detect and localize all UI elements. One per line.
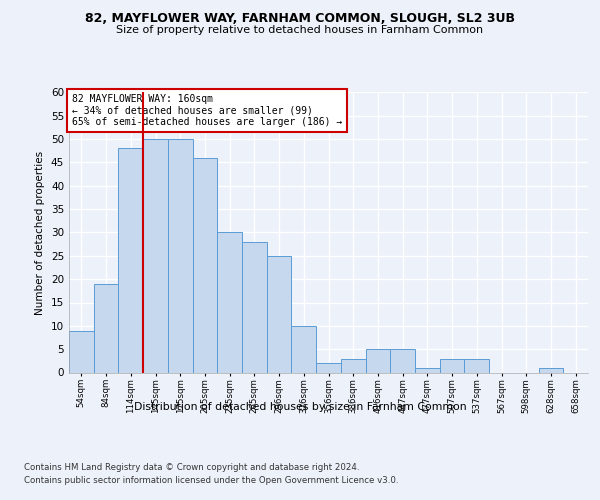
Bar	[94, 284, 118, 372]
Bar	[118, 148, 143, 372]
Bar	[316, 363, 341, 372]
Text: Contains public sector information licensed under the Open Government Licence v3: Contains public sector information licen…	[24, 476, 398, 485]
Text: 82 MAYFLOWER WAY: 160sqm
← 34% of detached houses are smaller (99)
65% of semi-d: 82 MAYFLOWER WAY: 160sqm ← 34% of detach…	[71, 94, 342, 127]
Bar	[440, 358, 464, 372]
Bar	[365, 349, 390, 372]
Bar	[217, 232, 242, 372]
Bar	[341, 358, 365, 372]
Bar	[464, 358, 489, 372]
Bar	[267, 256, 292, 372]
Text: Distribution of detached houses by size in Farnham Common: Distribution of detached houses by size …	[134, 402, 466, 412]
Text: Size of property relative to detached houses in Farnham Common: Size of property relative to detached ho…	[116, 25, 484, 35]
Text: 82, MAYFLOWER WAY, FARNHAM COMMON, SLOUGH, SL2 3UB: 82, MAYFLOWER WAY, FARNHAM COMMON, SLOUG…	[85, 12, 515, 26]
Bar	[143, 139, 168, 372]
Bar	[193, 158, 217, 372]
Bar	[415, 368, 440, 372]
Text: Contains HM Land Registry data © Crown copyright and database right 2024.: Contains HM Land Registry data © Crown c…	[24, 462, 359, 471]
Y-axis label: Number of detached properties: Number of detached properties	[35, 150, 46, 314]
Bar	[69, 330, 94, 372]
Bar	[292, 326, 316, 372]
Bar	[390, 349, 415, 372]
Bar	[242, 242, 267, 372]
Bar	[168, 139, 193, 372]
Bar	[539, 368, 563, 372]
